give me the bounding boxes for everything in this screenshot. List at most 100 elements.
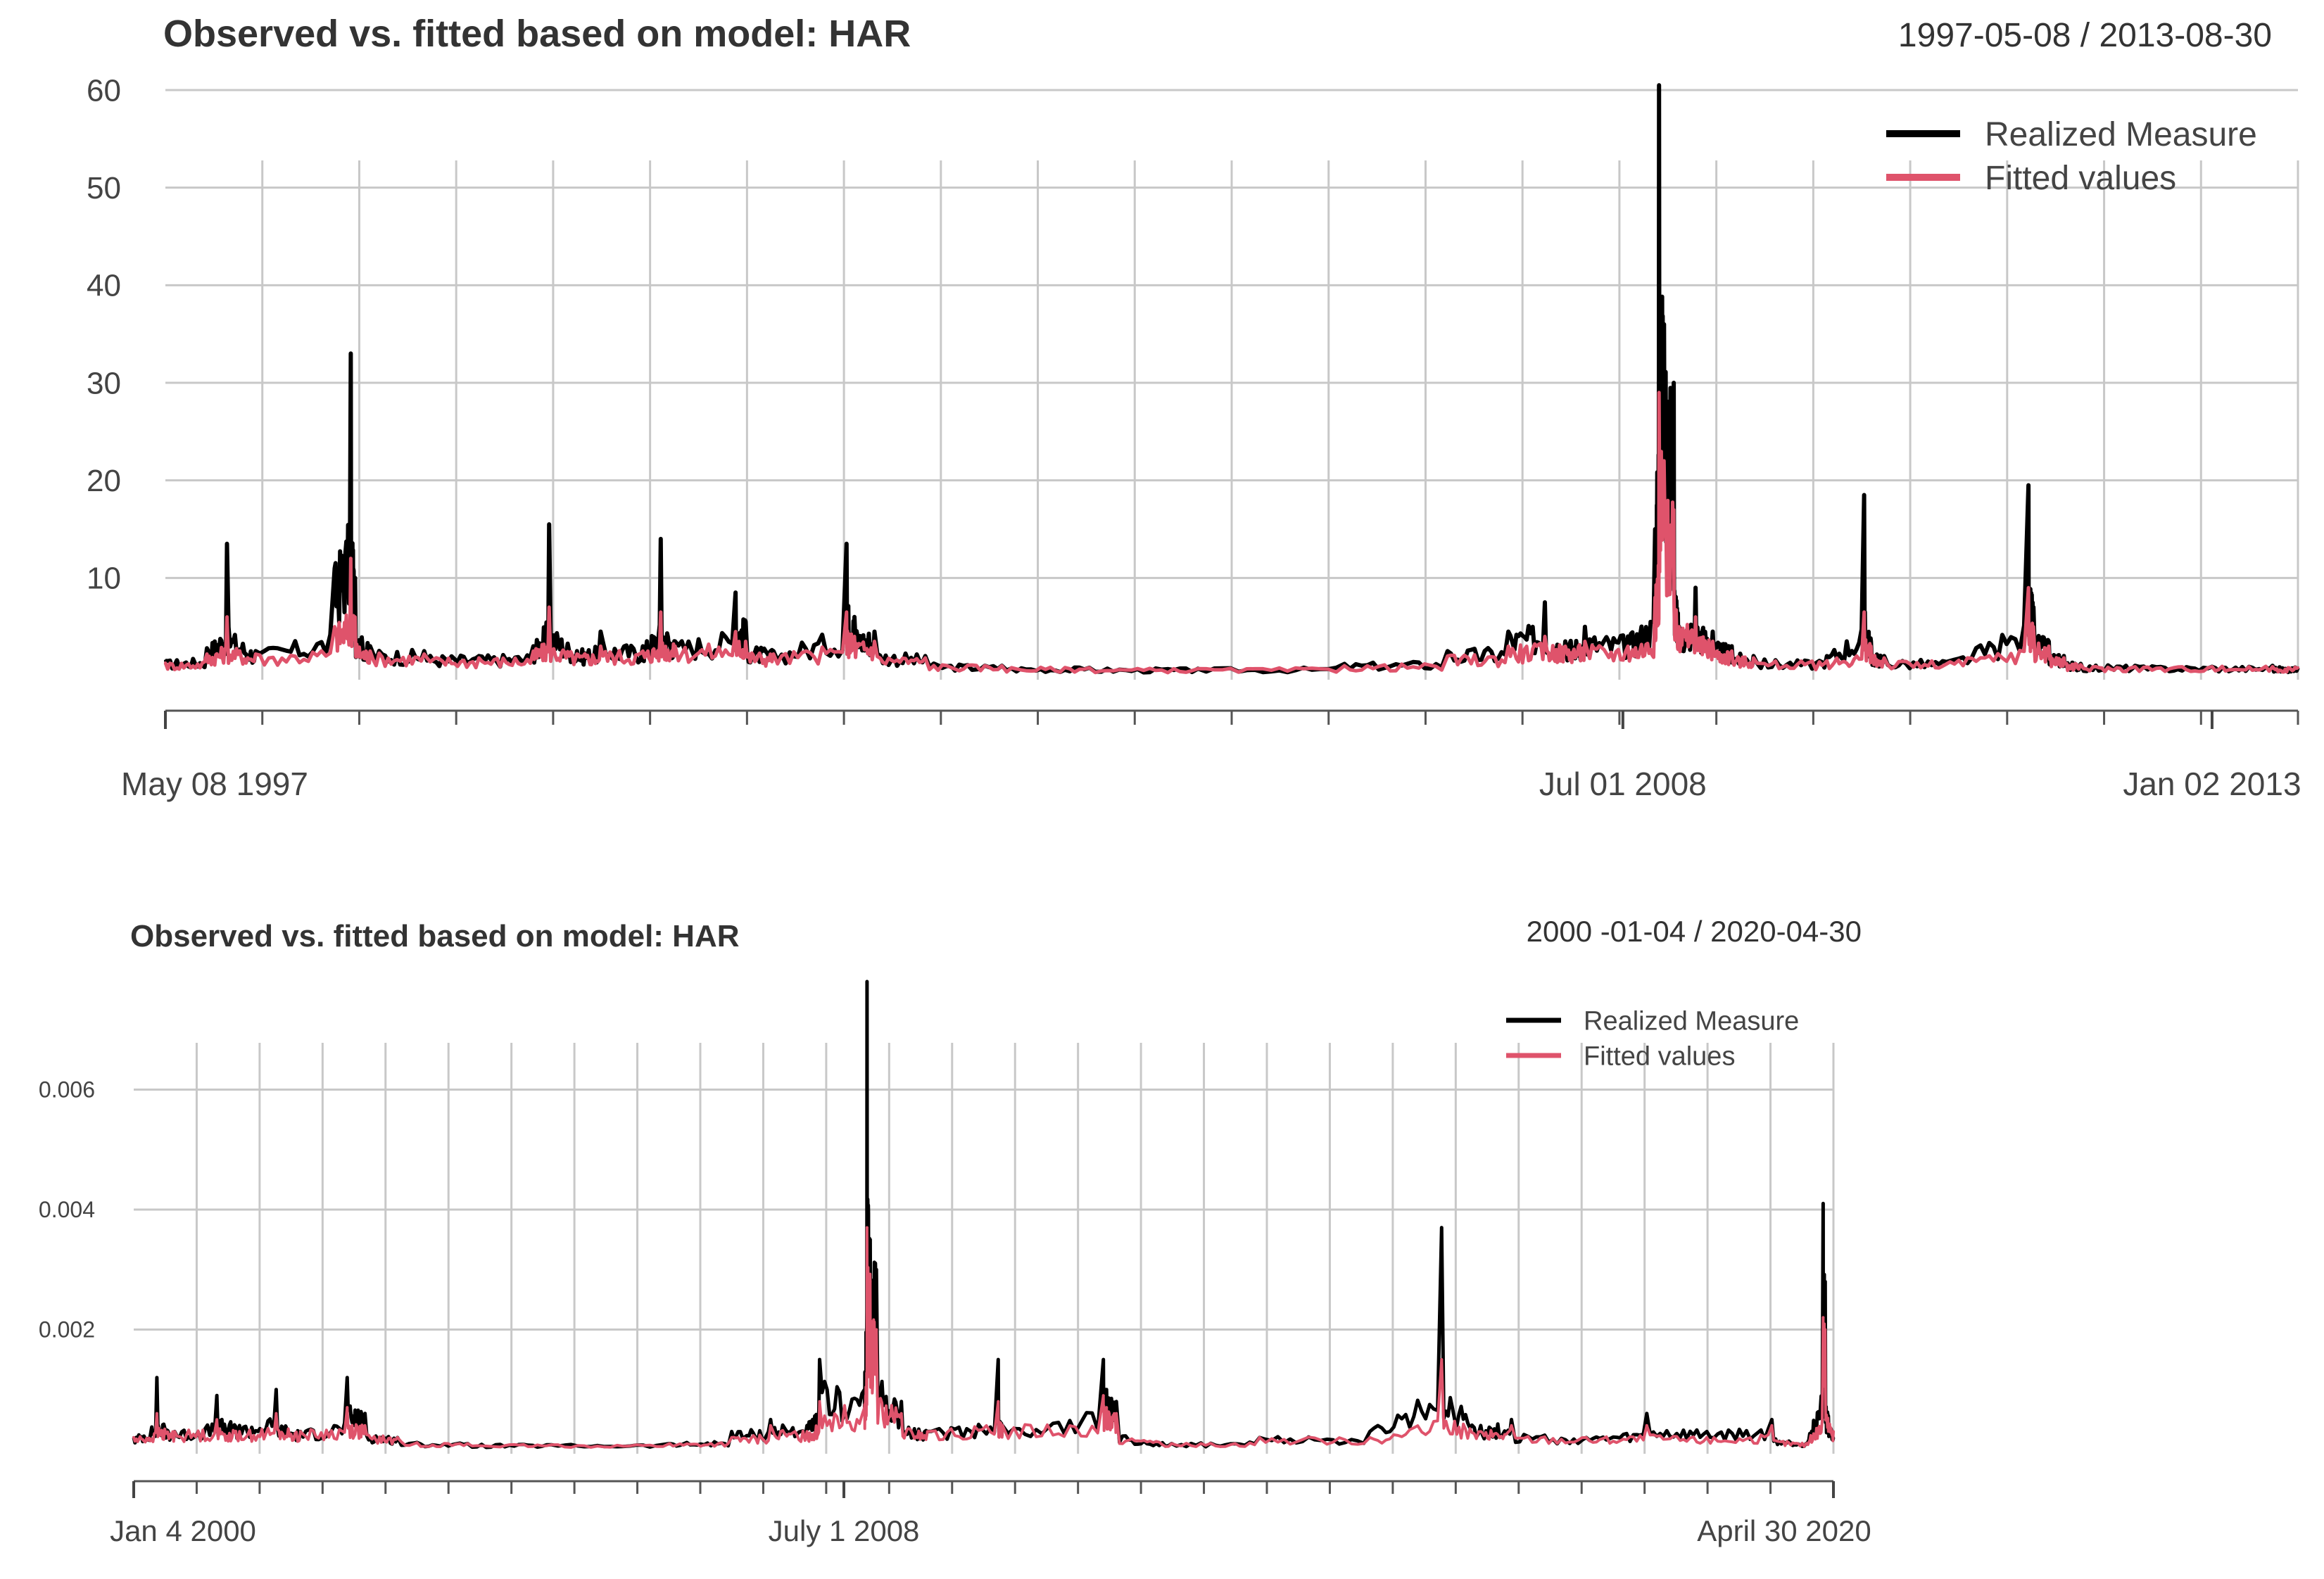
data-point [353,615,357,619]
data-point [2027,483,2031,487]
y-tick-label: 20 [87,464,121,498]
data-point [1440,1358,1444,1362]
grid [134,1043,1835,1454]
data-point [1824,1328,1827,1331]
data-point [1105,1388,1109,1391]
data-point [1705,1430,1709,1433]
data-point [155,1412,158,1415]
data-point [1694,586,1698,590]
data-point [1657,391,1661,394]
data-point [1948,660,1952,664]
data-point [2047,645,2050,648]
data-point [2210,665,2214,668]
data-point [1507,630,1510,633]
data-point [477,657,481,659]
data-point [155,1376,158,1379]
data-point [1446,649,1449,653]
data-point [1343,664,1346,668]
data-point [2027,586,2031,590]
data-point [1705,1435,1709,1439]
data-point [346,1376,349,1379]
data-point [1170,1442,1173,1445]
data-point [659,537,662,540]
data-point [1862,493,1866,497]
data-point [1564,640,1567,643]
data-point [1821,1202,1825,1205]
series-fitted-points [164,391,2299,671]
data-point [1001,1423,1004,1427]
data-point [1258,1435,1261,1439]
data-point [1672,381,1676,384]
data-point [818,1358,821,1362]
data-point [333,625,336,628]
chart-title: Observed vs. fitted based on model: HAR [163,13,911,55]
data-point [997,1400,1000,1403]
y-tick-label: 10 [87,562,121,596]
data-point [422,649,426,653]
data-point [1543,601,1546,604]
data-point [550,1443,553,1447]
x-tick-label: Jul 01 2008 [1539,766,1707,802]
data-point [1087,666,1091,669]
series-fitted-values-line [132,1226,1835,1449]
data-point [531,645,535,648]
chart-panel-2: Observed vs. fitted based on model: HAR 2… [39,915,1871,1547]
data-point [1730,649,1733,653]
data-point [1479,1423,1482,1427]
data-point [805,1430,809,1433]
data-point [274,1388,278,1391]
data-point [845,610,848,614]
data-point [396,1435,399,1439]
data-point [599,645,602,648]
data-point [254,649,258,653]
data-point [548,523,551,526]
data-point [1694,615,1698,619]
data-point [1824,1280,1827,1283]
data-point [333,566,336,570]
data-point [818,1400,821,1403]
data-point [346,1406,349,1409]
data-point [298,1430,302,1433]
data-point [659,610,662,614]
data-point [730,1435,733,1439]
data-point [1479,1430,1482,1433]
chart-panel-1: Observed vs. fitted based on model: HAR 1… [87,13,2301,802]
data-point [875,1328,878,1331]
x-tick-label: July 1 2008 [769,1514,920,1547]
series-realized-measure-line [132,979,1836,1450]
data-point [349,352,353,355]
data-point [744,640,747,643]
data-point [869,1280,872,1283]
data-point [215,1418,219,1421]
data-point [2297,666,2299,669]
data-point [2032,605,2035,609]
data-point [1583,640,1586,643]
data-point [1583,625,1586,628]
y-tick-label: 0.004 [39,1197,95,1222]
data-point [1869,645,1873,648]
data-point [1196,667,1200,671]
data-point [1677,625,1681,628]
legend-label: Fitted values [1584,1041,1735,1071]
data-point [225,542,229,545]
data-point [873,630,876,633]
data-point [769,1423,772,1427]
data-point [1832,1430,1835,1433]
data-point [548,605,551,609]
data-point [2079,663,2083,666]
data-point [531,649,535,653]
data-point [254,652,258,656]
data-point [1105,1406,1109,1409]
data-point [132,1435,135,1439]
data-point [368,645,372,648]
data-point [1507,645,1510,648]
data-point [1543,635,1546,638]
data-point [1446,654,1449,658]
y-tick-label: 40 [87,269,121,303]
data-point [1368,1435,1372,1439]
data-point [2047,640,2050,643]
data-point [1657,84,1661,87]
data-point [641,645,645,648]
data-point [575,649,579,653]
